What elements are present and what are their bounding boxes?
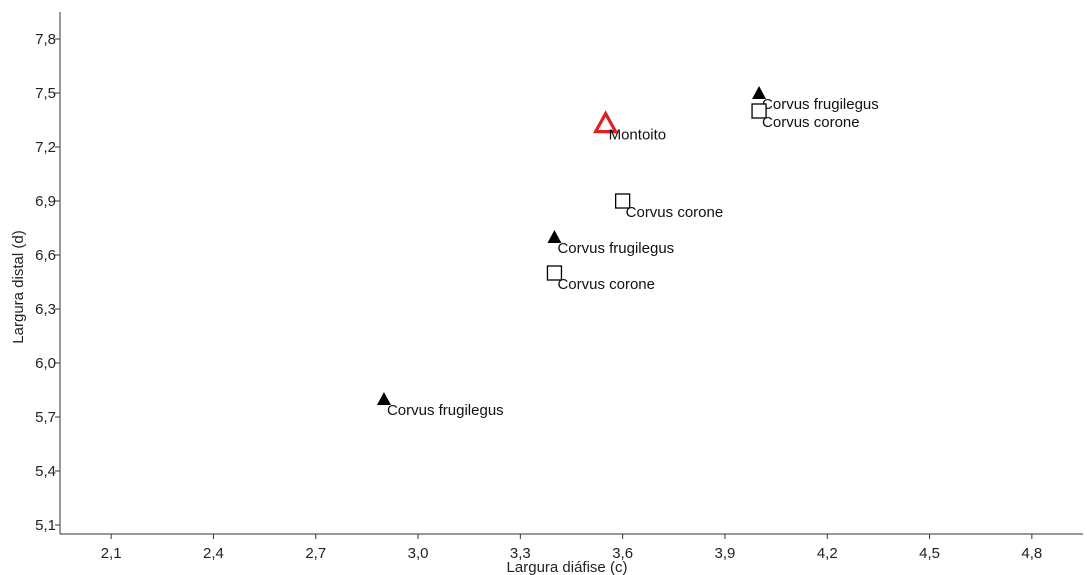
point-label: Corvus frugilegus bbox=[762, 96, 879, 113]
x-tick-label: 3,3 bbox=[510, 545, 531, 562]
point-label: Corvus frugilegus bbox=[557, 240, 674, 257]
data-point: Corvus frugilegus bbox=[752, 86, 879, 113]
x-tick-label: 3,0 bbox=[408, 545, 429, 562]
x-tick-label: 4,2 bbox=[817, 545, 838, 562]
square-marker bbox=[546, 265, 563, 281]
y-axis-title: Largura distal (d) bbox=[10, 230, 27, 343]
y-tick-label: 6,6 bbox=[35, 247, 56, 264]
y-tick-label: 5,7 bbox=[35, 409, 56, 426]
y-tick-label: 7,8 bbox=[35, 31, 56, 48]
x-tick-label: 4,8 bbox=[1021, 545, 1042, 562]
x-tick-label: 3,9 bbox=[715, 545, 736, 562]
square-marker bbox=[615, 193, 631, 209]
triangle-marker bbox=[752, 86, 767, 99]
point-label: Corvus frugilegus bbox=[387, 402, 504, 419]
y-tick-label: 7,5 bbox=[35, 85, 56, 102]
triangle-marker bbox=[547, 230, 562, 243]
y-tick-label: 7,2 bbox=[35, 139, 56, 156]
x-tick-label: 2,1 bbox=[101, 545, 122, 562]
data-point: Corvus frugilegus bbox=[547, 230, 674, 257]
y-tick-label: 6,3 bbox=[35, 301, 56, 318]
square-marker bbox=[751, 103, 767, 119]
point-label: Montoito bbox=[609, 127, 667, 144]
data-point: Corvus corone bbox=[546, 265, 655, 293]
y-tick-label: 6,9 bbox=[35, 193, 56, 210]
x-tick-label: 3,6 bbox=[612, 545, 633, 562]
data-point: Corvus corone bbox=[751, 103, 860, 131]
x-tick-label: 2,7 bbox=[305, 545, 326, 562]
point-label: Corvus corone bbox=[762, 114, 860, 131]
x-tick-label: 4,5 bbox=[919, 545, 940, 562]
y-tick-label: 5,4 bbox=[35, 463, 56, 480]
axes bbox=[59, 12, 1083, 535]
data-point: Montoito bbox=[592, 110, 667, 144]
data-point: Corvus frugilegus bbox=[376, 392, 504, 419]
point-label: Corvus corone bbox=[557, 276, 655, 293]
point-label: Corvus corone bbox=[626, 204, 724, 221]
y-tick-label: 5,1 bbox=[35, 517, 56, 534]
y-tick-label: 6,0 bbox=[35, 355, 56, 372]
triangle-marker bbox=[376, 392, 391, 405]
x-tick-label: 2,4 bbox=[203, 545, 224, 562]
ticks: 2,1 2,4 2,7 3,0 3,3 3,6 3,9 4,2 4,5 4,8 5,1 5,4 5,7 6… bbox=[35, 31, 1042, 562]
x-axis-title: Largura diáfise (c) bbox=[507, 559, 628, 575]
data-point: Corvus corone bbox=[615, 193, 724, 221]
open-triangle-marker bbox=[592, 110, 619, 134]
